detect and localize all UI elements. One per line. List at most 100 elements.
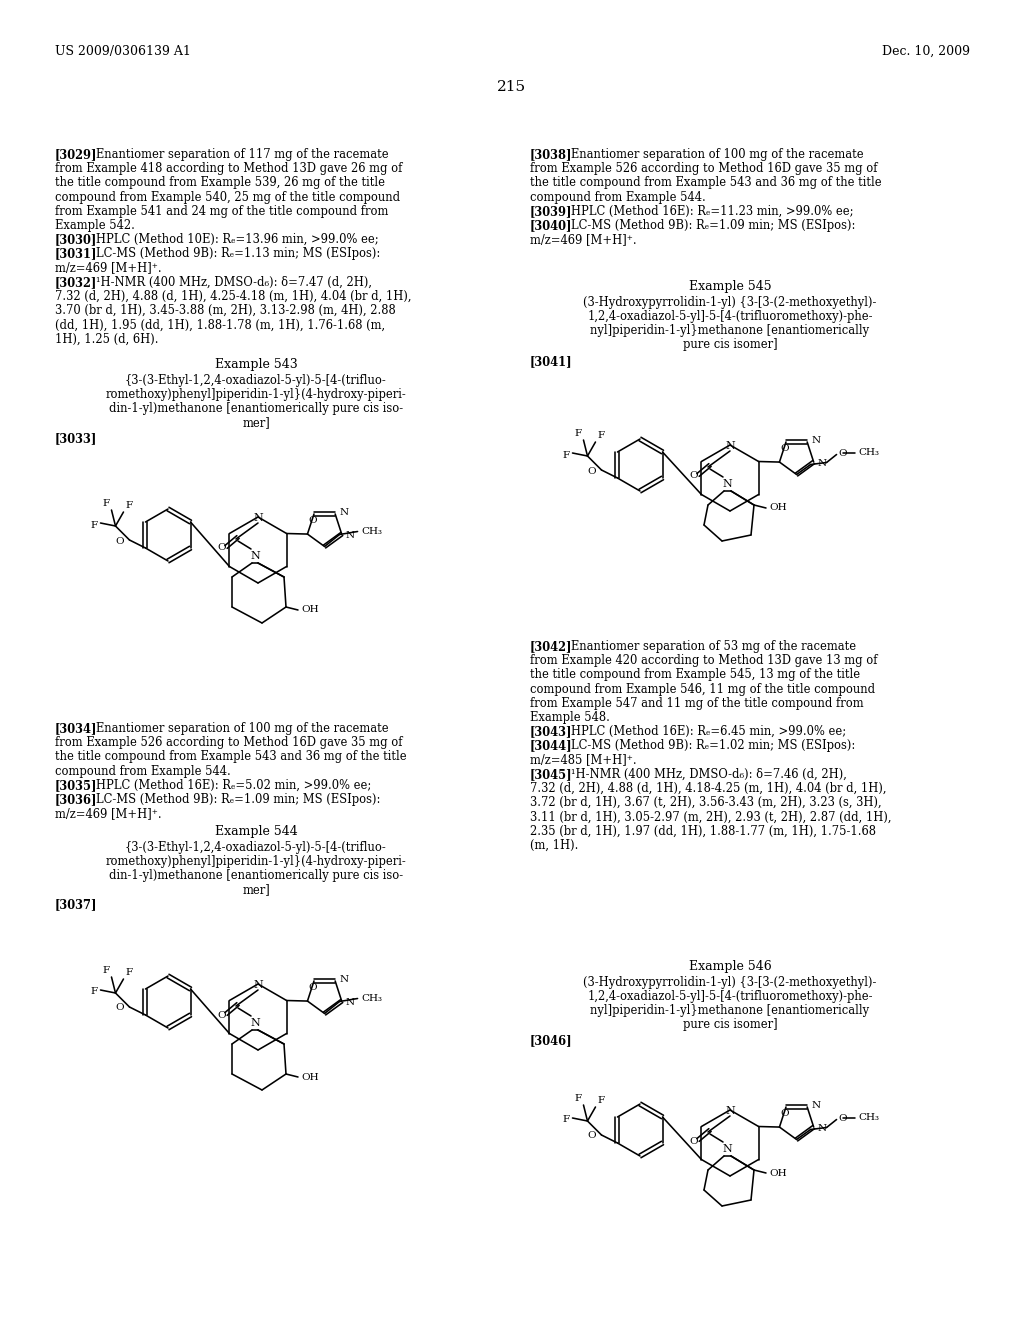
Text: Example 544: Example 544 [215,825,297,838]
Text: [3043]: [3043] [530,725,572,738]
Text: N: N [818,458,826,467]
Text: (m, 1H).: (m, 1H). [530,838,579,851]
Text: [3029]: [3029] [55,148,97,161]
Text: N: N [722,479,732,488]
Text: F: F [574,1094,582,1104]
Text: pure cis isomer]: pure cis isomer] [683,338,777,351]
Text: [3034]: [3034] [55,722,97,735]
Text: O: O [308,516,317,525]
Text: N: N [811,1101,820,1110]
Text: OH: OH [769,503,786,512]
Text: OH: OH [769,1168,786,1177]
Text: Example 548.: Example 548. [530,711,610,723]
Text: Example 542.: Example 542. [55,219,135,232]
Text: CH₃: CH₃ [361,994,382,1003]
Text: 2.35 (br d, 1H), 1.97 (dd, 1H), 1.88-1.77 (m, 1H), 1.75-1.68: 2.35 (br d, 1H), 1.97 (dd, 1H), 1.88-1.7… [530,825,876,838]
Text: O: O [690,1137,698,1146]
Text: mer]: mer] [242,883,270,896]
Text: N: N [346,531,355,540]
Text: the title compound from Example 545, 13 mg of the title: the title compound from Example 545, 13 … [530,668,860,681]
Text: romethoxy)phenyl]piperidin-1-yl}(4-hydroxy-piperi-: romethoxy)phenyl]piperidin-1-yl}(4-hydro… [105,855,407,869]
Text: [3046]: [3046] [530,1034,572,1047]
Text: O: O [839,449,847,458]
Text: ¹H-NMR (400 MHz, DMSO-d₆): δ=7.46 (d, 2H),: ¹H-NMR (400 MHz, DMSO-d₆): δ=7.46 (d, 2H… [560,768,847,781]
Text: HPLC (Method 16E): Rₑ=6.45 min, >99.0% ee;: HPLC (Method 16E): Rₑ=6.45 min, >99.0% e… [560,725,847,738]
Text: F: F [102,966,110,975]
Text: N: N [818,1123,826,1133]
Text: from Example 526 according to Method 16D gave 35 mg of: from Example 526 according to Method 16D… [530,162,878,176]
Text: {3-(3-Ethyl-1,2,4-oxadiazol-5-yl)-5-[4-(trifluo-: {3-(3-Ethyl-1,2,4-oxadiazol-5-yl)-5-[4-(… [125,841,387,854]
Text: HPLC (Method 16E): Rₑ=11.23 min, >99.0% ee;: HPLC (Method 16E): Rₑ=11.23 min, >99.0% … [560,205,854,218]
Text: ¹H-NMR (400 MHz, DMSO-d₆): δ=7.47 (d, 2H),: ¹H-NMR (400 MHz, DMSO-d₆): δ=7.47 (d, 2H… [85,276,373,289]
Text: N: N [250,1018,260,1028]
Text: LC-MS (Method 9B): Rₑ=1.09 min; MS (ESIpos):: LC-MS (Method 9B): Rₑ=1.09 min; MS (ESIp… [560,219,856,232]
Text: [3040]: [3040] [530,219,572,232]
Text: 3.72 (br d, 1H), 3.67 (t, 2H), 3.56-3.43 (m, 2H), 3.23 (s, 3H),: 3.72 (br d, 1H), 3.67 (t, 2H), 3.56-3.43… [530,796,882,809]
Text: 1,2,4-oxadiazol-5-yl]-5-[4-(trifluoromethoxy)-phe-: 1,2,4-oxadiazol-5-yl]-5-[4-(trifluoromet… [587,310,872,323]
Text: [3041]: [3041] [530,355,572,368]
Text: from Example 541 and 24 mg of the title compound from: from Example 541 and 24 mg of the title … [55,205,388,218]
Text: O: O [308,983,317,991]
Text: compound from Example 544.: compound from Example 544. [530,190,706,203]
Text: O: O [780,444,790,453]
Text: O: O [690,471,698,480]
Text: [3036]: [3036] [55,793,97,807]
Text: N: N [725,1106,735,1115]
Text: N: N [725,441,735,451]
Text: the title compound from Example 543 and 36 mg of the title: the title compound from Example 543 and … [55,750,407,763]
Text: [3045]: [3045] [530,768,572,781]
Text: {3-(3-Ethyl-1,2,4-oxadiazol-5-yl)-5-[4-(trifluo-: {3-(3-Ethyl-1,2,4-oxadiazol-5-yl)-5-[4-(… [125,374,387,387]
Text: 7.32 (d, 2H), 4.88 (d, 1H), 4.25-4.18 (m, 1H), 4.04 (br d, 1H),: 7.32 (d, 2H), 4.88 (d, 1H), 4.25-4.18 (m… [55,290,412,304]
Text: [3042]: [3042] [530,640,572,653]
Text: compound from Example 546, 11 mg of the title compound: compound from Example 546, 11 mg of the … [530,682,876,696]
Text: (3-Hydroxypyrrolidin-1-yl) {3-[3-(2-methoxyethyl)-: (3-Hydroxypyrrolidin-1-yl) {3-[3-(2-meth… [584,975,877,989]
Text: F: F [562,1115,569,1125]
Text: the title compound from Example 543 and 36 mg of the title: the title compound from Example 543 and … [530,177,882,189]
Text: Example 546: Example 546 [688,960,771,973]
Text: N: N [811,437,820,445]
Text: 3.11 (br d, 1H), 3.05-2.97 (m, 2H), 2.93 (t, 2H), 2.87 (dd, 1H),: 3.11 (br d, 1H), 3.05-2.97 (m, 2H), 2.93… [530,810,892,824]
Text: Example 545: Example 545 [689,280,771,293]
Text: N: N [253,979,263,990]
Text: (dd, 1H), 1.95 (dd, 1H), 1.88-1.78 (m, 1H), 1.76-1.68 (m,: (dd, 1H), 1.95 (dd, 1H), 1.88-1.78 (m, 1… [55,318,385,331]
Text: [3030]: [3030] [55,234,97,247]
Text: [3033]: [3033] [55,432,97,445]
Text: [3037]: [3037] [55,898,97,911]
Text: O: O [116,536,125,545]
Text: compound from Example 540, 25 mg of the title compound: compound from Example 540, 25 mg of the … [55,190,400,203]
Text: Enantiomer separation of 53 mg of the racemate: Enantiomer separation of 53 mg of the ra… [560,640,856,653]
Text: O: O [780,1109,790,1118]
Text: F: F [126,502,133,510]
Text: 1,2,4-oxadiazol-5-yl]-5-[4-(trifluoromethoxy)-phe-: 1,2,4-oxadiazol-5-yl]-5-[4-(trifluoromet… [587,990,872,1003]
Text: F: F [562,450,569,459]
Text: CH₃: CH₃ [361,527,382,536]
Text: Enantiomer separation of 117 mg of the racemate: Enantiomer separation of 117 mg of the r… [85,148,389,161]
Text: (3-Hydroxypyrrolidin-1-yl) {3-[3-(2-methoxyethyl)-: (3-Hydroxypyrrolidin-1-yl) {3-[3-(2-meth… [584,296,877,309]
Text: from Example 420 according to Method 13D gave 13 mg of: from Example 420 according to Method 13D… [530,655,878,667]
Text: [3031]: [3031] [55,247,97,260]
Text: HPLC (Method 16E): Rₑ=5.02 min, >99.0% ee;: HPLC (Method 16E): Rₑ=5.02 min, >99.0% e… [85,779,372,792]
Text: from Example 418 according to Method 13D gave 26 mg of: from Example 418 according to Method 13D… [55,162,402,176]
Text: O: O [839,1114,847,1123]
Text: din-1-yl)methanone [enantiomerically pure cis iso-: din-1-yl)methanone [enantiomerically pur… [109,869,403,882]
Text: m/z=469 [M+H]⁺.: m/z=469 [M+H]⁺. [55,808,162,820]
Text: Example 543: Example 543 [215,358,297,371]
Text: LC-MS (Method 9B): Rₑ=1.02 min; MS (ESIpos):: LC-MS (Method 9B): Rₑ=1.02 min; MS (ESIp… [560,739,855,752]
Text: N: N [339,508,348,517]
Text: N: N [253,513,263,523]
Text: m/z=469 [M+H]⁺.: m/z=469 [M+H]⁺. [530,234,637,247]
Text: F: F [574,429,582,438]
Text: from Example 526 according to Method 16D gave 35 mg of: from Example 526 according to Method 16D… [55,737,402,750]
Text: F: F [597,432,604,440]
Text: din-1-yl)methanone [enantiomerically pure cis iso-: din-1-yl)methanone [enantiomerically pur… [109,403,403,414]
Text: N: N [722,1144,732,1154]
Text: m/z=485 [M+H]⁺.: m/z=485 [M+H]⁺. [530,754,637,767]
Text: OH: OH [301,1072,318,1081]
Text: [3038]: [3038] [530,148,572,161]
Text: O: O [588,1131,597,1140]
Text: O: O [218,544,226,553]
Text: LC-MS (Method 9B): Rₑ=1.09 min; MS (ESIpos):: LC-MS (Method 9B): Rₑ=1.09 min; MS (ESIp… [85,793,381,807]
Text: 215: 215 [498,81,526,94]
Text: F: F [90,987,97,997]
Text: O: O [116,1003,125,1012]
